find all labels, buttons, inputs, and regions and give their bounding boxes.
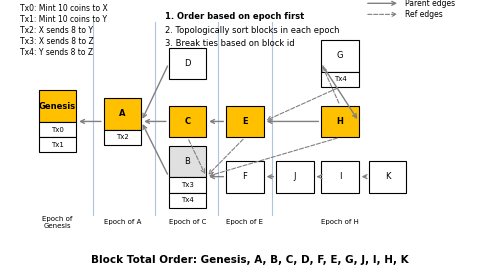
FancyBboxPatch shape — [322, 72, 359, 87]
Text: Epoch of A: Epoch of A — [104, 219, 141, 225]
Text: Epoch of
Genesis: Epoch of Genesis — [42, 216, 72, 229]
FancyBboxPatch shape — [104, 98, 142, 130]
Text: Ref edges: Ref edges — [405, 10, 443, 19]
Text: 1. Order based on epoch first: 1. Order based on epoch first — [165, 12, 304, 22]
Text: F: F — [242, 172, 248, 181]
FancyBboxPatch shape — [322, 161, 359, 193]
Text: I: I — [339, 172, 341, 181]
Text: Tx4: Tx4 — [181, 197, 194, 203]
Text: Tx3: Tx3 — [181, 182, 194, 188]
Text: Parent edges: Parent edges — [405, 0, 455, 8]
FancyBboxPatch shape — [369, 161, 406, 193]
Text: 2. Topologically sort blocks in each epoch: 2. Topologically sort blocks in each epo… — [165, 26, 340, 35]
Text: Genesis: Genesis — [39, 102, 76, 111]
Text: Tx2: X sends 8 to Y: Tx2: X sends 8 to Y — [20, 26, 93, 35]
FancyBboxPatch shape — [169, 47, 206, 79]
FancyBboxPatch shape — [169, 193, 206, 208]
Text: Tx0: Mint 10 coins to X: Tx0: Mint 10 coins to X — [20, 4, 108, 13]
FancyBboxPatch shape — [39, 122, 76, 137]
Text: Epoch of H: Epoch of H — [321, 219, 359, 225]
FancyBboxPatch shape — [39, 137, 76, 152]
Text: C: C — [184, 117, 190, 126]
Text: Tx4: Tx4 — [334, 76, 346, 82]
Text: G: G — [337, 51, 343, 60]
Text: Tx4: Y sends 8 to Z: Tx4: Y sends 8 to Z — [20, 48, 93, 57]
Text: D: D — [184, 59, 191, 68]
FancyBboxPatch shape — [276, 161, 314, 193]
Text: H: H — [336, 117, 344, 126]
FancyBboxPatch shape — [169, 105, 206, 137]
Text: Epoch of E: Epoch of E — [226, 219, 264, 225]
FancyBboxPatch shape — [226, 161, 264, 193]
Text: E: E — [242, 117, 248, 126]
Text: Tx2: Tx2 — [116, 134, 129, 140]
Text: A: A — [120, 109, 126, 118]
Text: Epoch of C: Epoch of C — [169, 219, 206, 225]
Text: J: J — [294, 172, 296, 181]
Text: K: K — [385, 172, 390, 181]
Text: Tx3: X sends 8 to Z: Tx3: X sends 8 to Z — [20, 37, 94, 46]
FancyBboxPatch shape — [322, 105, 359, 137]
FancyBboxPatch shape — [104, 130, 142, 145]
FancyBboxPatch shape — [169, 146, 206, 177]
Text: Block Total Order: Genesis, A, B, C, D, F, E, G, J, I, H, K: Block Total Order: Genesis, A, B, C, D, … — [91, 255, 409, 265]
FancyBboxPatch shape — [322, 40, 359, 72]
Text: Tx0: Tx0 — [51, 127, 64, 133]
FancyBboxPatch shape — [39, 90, 76, 122]
FancyBboxPatch shape — [226, 105, 264, 137]
Text: Tx1: Mint 10 coins to Y: Tx1: Mint 10 coins to Y — [20, 15, 107, 24]
Text: Tx1: Tx1 — [51, 142, 64, 148]
Text: 3. Break ties based on block id: 3. Break ties based on block id — [165, 39, 294, 48]
FancyBboxPatch shape — [169, 177, 206, 193]
Text: B: B — [184, 157, 190, 166]
